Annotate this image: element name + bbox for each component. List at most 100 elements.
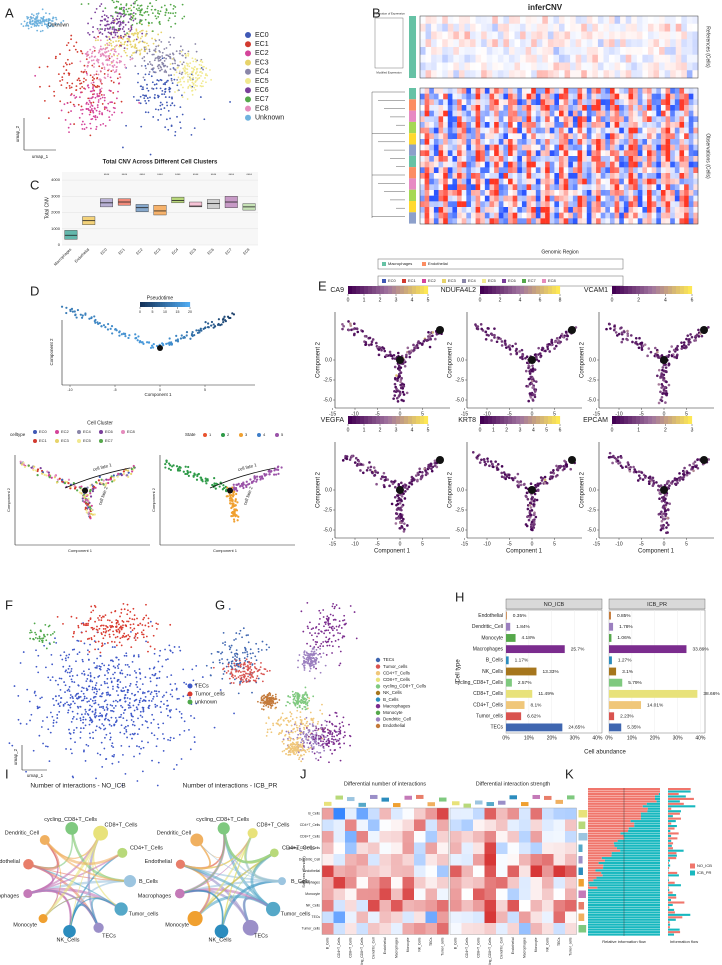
cell-dot xyxy=(88,33,91,36)
cell-dot xyxy=(83,128,86,130)
cell-dot xyxy=(43,99,46,102)
heat-cell xyxy=(670,39,676,48)
cell-dot xyxy=(55,18,58,21)
heat-cell xyxy=(693,116,699,123)
cell-dot xyxy=(202,85,204,88)
colorbar xyxy=(420,286,425,294)
cell-dot xyxy=(58,477,61,480)
heat-cell xyxy=(647,62,654,71)
colorbar xyxy=(540,416,545,424)
heat-cell xyxy=(424,173,430,179)
cell-dot xyxy=(76,308,80,312)
heat-cell xyxy=(619,178,625,185)
cell-dot xyxy=(214,487,217,490)
cell-dot xyxy=(85,101,88,104)
cell-dot xyxy=(395,512,399,516)
heat-cell xyxy=(568,110,574,117)
heat-cell xyxy=(503,133,509,140)
cell-dot xyxy=(111,48,114,50)
heat-cell xyxy=(577,190,583,196)
heat-cell xyxy=(420,144,425,151)
heat-cell xyxy=(572,116,578,123)
cell-dot xyxy=(68,131,70,134)
heat-cell xyxy=(457,88,462,94)
heat-cell xyxy=(572,122,578,128)
heat-cell xyxy=(429,139,435,145)
cell-dot xyxy=(50,476,53,479)
heat-cell xyxy=(582,127,587,134)
heat-cell xyxy=(452,201,458,208)
cell-dot xyxy=(163,56,166,59)
heat-cell xyxy=(563,110,569,117)
cell-dot xyxy=(129,40,132,43)
cell-dot xyxy=(181,71,184,74)
heat-cell xyxy=(642,178,648,185)
label: EC1 xyxy=(408,278,417,283)
heat-cell xyxy=(420,201,425,208)
heat-cell xyxy=(563,218,569,225)
heat-cell xyxy=(637,139,643,145)
cell-dot xyxy=(174,60,176,62)
heat-cell xyxy=(508,99,513,106)
cell-dot xyxy=(524,356,527,360)
colorbar xyxy=(480,416,485,424)
heat-cell xyxy=(688,88,694,94)
heat-cell xyxy=(521,167,527,174)
heat-cell xyxy=(480,116,486,123)
heat-cell xyxy=(517,201,523,208)
cell-dot xyxy=(129,12,132,15)
heat-cell xyxy=(693,167,699,174)
cell-dot xyxy=(159,10,162,13)
heat-cell xyxy=(525,31,532,40)
heat-cell xyxy=(475,150,481,157)
cell-dot xyxy=(233,512,236,515)
heat-cell xyxy=(679,127,685,134)
cell-dot xyxy=(403,364,407,368)
cell-dot xyxy=(147,63,149,65)
heat-cell xyxy=(693,190,699,196)
heat-cell xyxy=(693,122,699,128)
heat-cell xyxy=(596,195,601,202)
cell-dot xyxy=(685,345,688,349)
cell-dot xyxy=(162,62,165,65)
cell-dot xyxy=(146,42,148,45)
heat-cell xyxy=(665,190,671,196)
cell-dot xyxy=(153,83,156,86)
cell-dot xyxy=(182,67,185,70)
heat-cell xyxy=(438,156,444,162)
cell-dot xyxy=(93,49,96,52)
heat-cell xyxy=(521,150,527,157)
heat-cell xyxy=(647,88,652,94)
cell-dot xyxy=(142,342,145,345)
colorbar xyxy=(388,286,393,294)
cell-dot xyxy=(178,72,181,75)
cell-dot xyxy=(657,383,661,386)
heat-cell xyxy=(554,173,560,179)
heat-cell xyxy=(520,31,526,40)
colorbar xyxy=(492,286,497,294)
cell-dot xyxy=(115,29,118,32)
cell-dot xyxy=(195,76,197,79)
cell-dot xyxy=(91,96,94,99)
cell-dot xyxy=(90,55,93,58)
colorbar xyxy=(672,286,677,294)
x-tick-label: Endothelial xyxy=(74,247,90,263)
heat-cell xyxy=(498,127,504,134)
heat-cell xyxy=(619,167,625,174)
cell-dot xyxy=(521,352,524,356)
obs-bar xyxy=(409,144,416,156)
cell-dot xyxy=(161,55,164,57)
cell-dot xyxy=(106,478,110,481)
cell-dot xyxy=(118,334,121,337)
cell-dot xyxy=(97,479,101,482)
label: 2 xyxy=(505,427,508,433)
cell-dot xyxy=(205,67,208,70)
heat-cell xyxy=(425,31,432,40)
cell-dot xyxy=(398,368,401,372)
heat-cell xyxy=(554,139,560,145)
heat-cell xyxy=(453,54,460,63)
heat-cell xyxy=(591,190,597,196)
cell-dot xyxy=(106,44,109,46)
heat-cell xyxy=(603,39,610,48)
heat-cell xyxy=(431,70,437,79)
